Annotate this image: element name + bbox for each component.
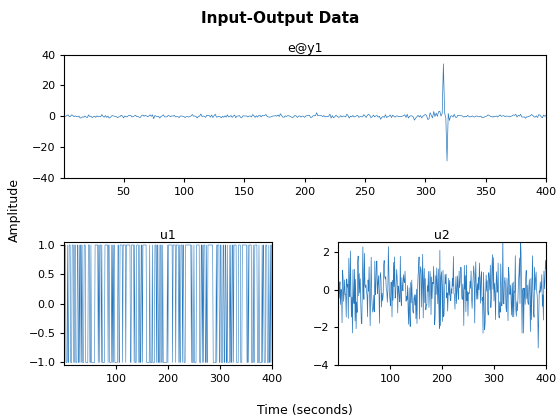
Text: Time (seconds): Time (seconds) xyxy=(258,404,353,417)
Title: u2: u2 xyxy=(435,229,450,242)
Title: u1: u1 xyxy=(160,229,176,242)
Title: e@y1: e@y1 xyxy=(287,42,323,55)
Text: Input-Output Data: Input-Output Data xyxy=(201,10,359,26)
Text: Amplitude: Amplitude xyxy=(8,178,21,242)
